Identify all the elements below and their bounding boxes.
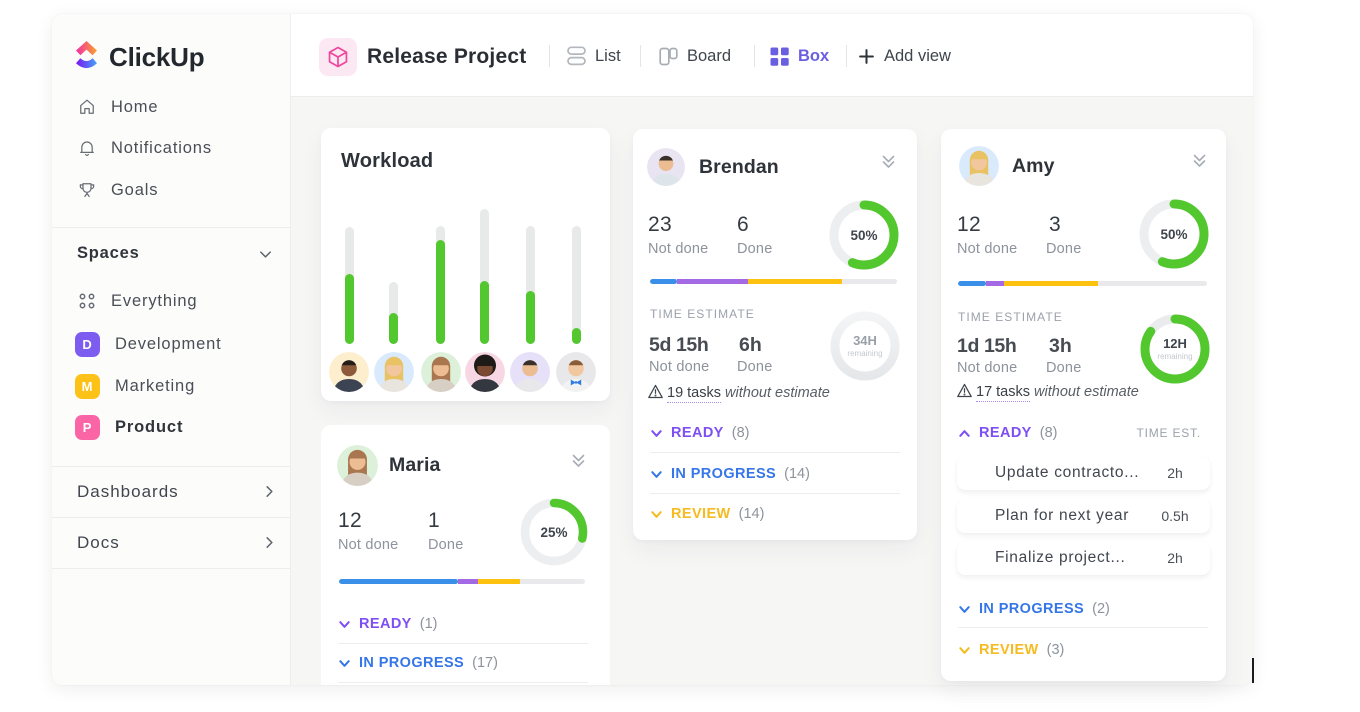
svg-text:50%: 50% — [850, 228, 877, 243]
svg-text:12H: 12H — [1163, 336, 1187, 351]
svg-text:remaining: remaining — [847, 349, 882, 358]
svg-text:25%: 25% — [540, 525, 567, 540]
svg-text:50%: 50% — [1160, 227, 1187, 242]
svg-text:remaining: remaining — [1157, 352, 1192, 361]
svg-text:34H: 34H — [853, 333, 877, 348]
